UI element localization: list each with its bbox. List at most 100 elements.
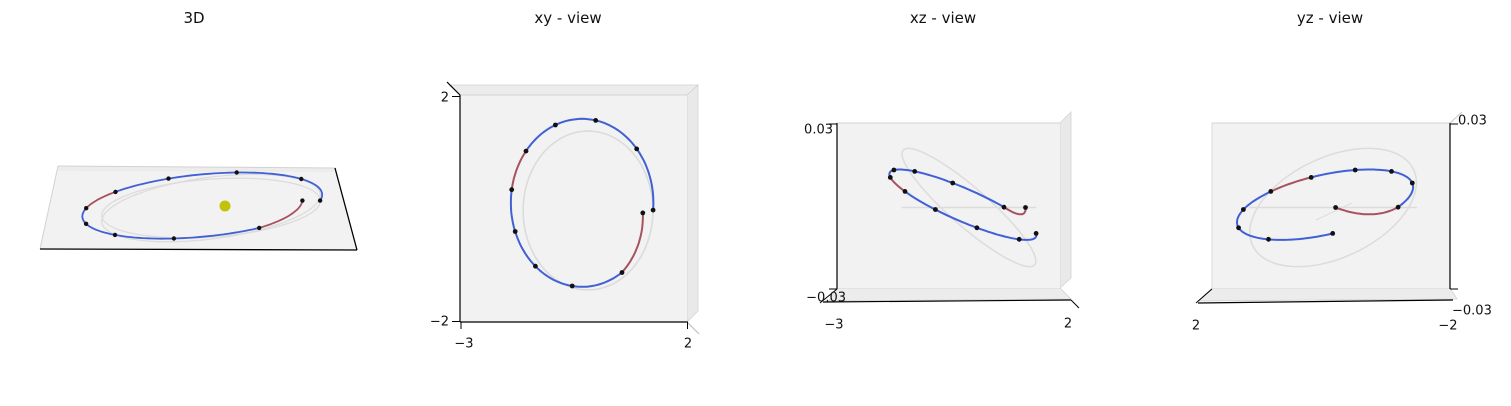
subplot-title-xy-view: xy - view <box>534 9 602 27</box>
grid-yz-axis-stub <box>1315 202 1353 221</box>
reference-orbit-v3d-1 <box>101 177 321 239</box>
orbit-marker-yz-1 <box>1266 236 1271 242</box>
trajectory-red-xz-3 <box>1003 206 1027 216</box>
tick-label-yz-3: −2 <box>1438 319 1457 334</box>
pane-3d <box>40 166 357 250</box>
tick-label-yz-0: 0.03 <box>1458 114 1487 129</box>
orbit-marker-xy-2 <box>593 118 599 123</box>
orbit-marker-xy-9 <box>619 270 625 275</box>
trajectory-blue-xy-0 <box>525 117 655 212</box>
orbit-marker-yz-9 <box>1395 204 1401 210</box>
orbit-marker-yz-4 <box>1268 189 1274 194</box>
trajectory-blue-yz-0 <box>1236 190 1334 241</box>
trajectory-red-v3d-1 <box>85 191 117 210</box>
axis-yz-bottom <box>1197 299 1454 304</box>
tick-label-xz-1: −0.03 <box>806 291 846 306</box>
orbit-marker-xy-5 <box>509 187 515 193</box>
orbit-marker-xy-3 <box>553 122 558 128</box>
trajectory-red-yz-1 <box>1269 176 1313 193</box>
orbit-marker-xz-9 <box>1001 204 1007 210</box>
trajectory-blue-v3d-2 <box>81 207 260 240</box>
reference-orbit-yz-1 <box>1249 147 1418 268</box>
axis-3d-right <box>334 167 358 251</box>
orbit-marker-yz-10 <box>1333 205 1338 210</box>
tick-label-xy-1: −2 <box>430 315 449 330</box>
tick-label-xz-0: 0.03 <box>804 123 833 138</box>
subplot-title-yz-view: yz - view <box>1296 9 1364 27</box>
tick-label-xy-0: 2 <box>441 91 449 106</box>
orbit-marker-v3d-3 <box>166 176 171 181</box>
tick-label-xy-3: 2 <box>684 337 692 352</box>
axis-xz-corner-stub <box>1070 299 1080 309</box>
trajectory-blue-xz-2 <box>888 168 1005 209</box>
pane-xy-top-sliver <box>447 84 700 96</box>
pane-3d-top-edge <box>57 165 336 169</box>
trajectory-blue-xy-2 <box>509 188 623 288</box>
orbit-marker-yz-8 <box>1409 180 1415 186</box>
trajectory-red-xy-3 <box>621 211 644 274</box>
orbit-marker-xy-1 <box>634 146 640 152</box>
orbit-marker-xz-5 <box>887 175 893 180</box>
orbit-marker-v3d-10 <box>300 198 305 203</box>
pane-xy <box>460 95 687 322</box>
subplot-title-3d: 3D <box>183 9 205 27</box>
subplot-title-xz-view: xz - view <box>909 9 977 27</box>
tick-label-xz-3: 2 <box>1064 317 1072 332</box>
orbit-marker-xz-3 <box>933 207 938 212</box>
orbit-marker-yz-7 <box>1389 169 1394 174</box>
trajectory-red-xy-1 <box>510 150 527 191</box>
pane-xz-right-sliver <box>1059 111 1072 289</box>
trajectory-blue-yz-2 <box>1310 168 1415 209</box>
orbit-marker-v3d-9 <box>257 225 262 231</box>
orbit-marker-v3d-1 <box>299 176 304 182</box>
orbit-marker-xz-2 <box>974 225 980 231</box>
orbit-marker-xy-8 <box>569 283 575 289</box>
orbit-marker-xy-0 <box>650 207 656 213</box>
pane-yz-corner-stub <box>1449 111 1463 124</box>
orbit-marker-v3d-0 <box>317 198 323 203</box>
pane-yz-bottom-sliver <box>1196 287 1458 302</box>
orbit-marker-xy-10 <box>640 210 646 216</box>
pane-xz-bottom-sliver <box>828 287 1072 302</box>
axis-xy-corner-stub <box>686 321 700 335</box>
axis-yz-x-stub <box>1195 288 1213 304</box>
orbit-marker-xy-7 <box>533 263 538 269</box>
orbit-marker-yz-2 <box>1236 225 1241 231</box>
pane-3d-left-edge <box>39 165 59 250</box>
axis-xz-bottom <box>822 299 1072 303</box>
tick-label-yz-2: 2 <box>1192 319 1200 334</box>
orbit-marker-xz-10 <box>1023 205 1028 210</box>
orbit-marker-xz-7 <box>912 169 918 174</box>
trajectory-blue-xz-0 <box>904 190 1038 241</box>
orbit-marker-yz-6 <box>1352 167 1358 173</box>
orbit-marker-yz-3 <box>1241 207 1246 212</box>
orbit-marker-xz-0 <box>1033 231 1039 236</box>
trajectory-red-v3d-3 <box>258 199 304 229</box>
axis-xz-y-stub <box>819 288 838 304</box>
reference-orbit-xz-1 <box>901 147 1037 268</box>
orbit-marker-v3d-6 <box>83 221 89 226</box>
orbit-marker-v3d-5 <box>84 206 89 211</box>
orbit-marker-v3d-2 <box>234 170 239 175</box>
trajectory-red-yz-3 <box>1334 206 1400 216</box>
tick-label-yz-1: −0.03 <box>1452 304 1492 319</box>
tick-label-xz-2: −3 <box>824 318 843 333</box>
orbit-marker-v3d-4 <box>113 189 118 195</box>
orbit-marker-xz-4 <box>902 189 908 194</box>
axis-3d-bottom <box>39 248 358 251</box>
orbit-marker-v3d-7 <box>112 232 118 238</box>
trajectory-blue-v3d-0 <box>114 171 323 202</box>
orbit-marker-yz-0 <box>1330 231 1336 236</box>
orbit-marker-xz-6 <box>891 167 897 173</box>
orbit-marker-xz-8 <box>950 180 956 186</box>
orbit-marker-xy-6 <box>512 229 518 234</box>
orbit-marker-xz-1 <box>1016 236 1022 242</box>
reference-orbit-xy-1 <box>522 130 654 291</box>
orbit-marker-xy-4 <box>523 148 529 154</box>
pane-xy-right-sliver <box>686 84 699 323</box>
pane-xz <box>837 123 1060 288</box>
orbit-marker-yz-5 <box>1308 175 1314 180</box>
orbit-marker-v3d-8 <box>171 236 177 241</box>
